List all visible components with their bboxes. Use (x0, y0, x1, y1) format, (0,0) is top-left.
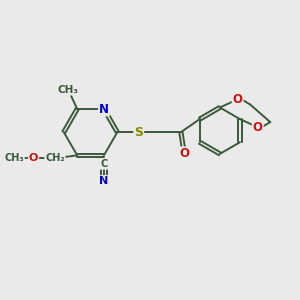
Text: C: C (100, 159, 108, 169)
Text: CH₃: CH₃ (4, 153, 24, 163)
Text: CH₂: CH₂ (45, 153, 65, 163)
Text: S: S (134, 126, 143, 139)
Text: N: N (99, 103, 109, 116)
Text: O: O (253, 121, 263, 134)
Text: N: N (99, 176, 109, 186)
Text: O: O (29, 153, 38, 163)
Text: O: O (233, 93, 243, 106)
Text: O: O (179, 147, 189, 161)
Text: CH₃: CH₃ (58, 85, 79, 95)
